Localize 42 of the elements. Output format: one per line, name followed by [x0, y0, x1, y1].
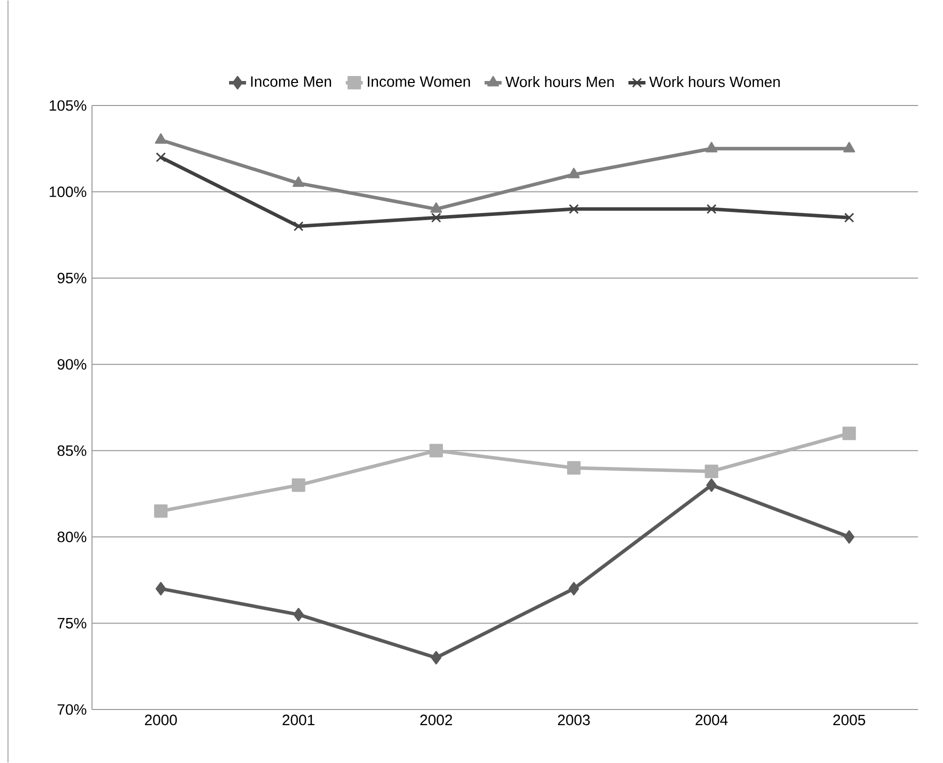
point: [568, 204, 579, 214]
point: [294, 221, 304, 232]
x-tick-label: 2005: [833, 714, 866, 726]
point: [844, 212, 854, 223]
x-tick-label: 2003: [558, 714, 590, 726]
y-tick-label: 100%: [50, 186, 86, 198]
x-tick-label: 2000: [144, 714, 177, 726]
point: [568, 168, 580, 178]
y-tick-label: 90%: [58, 359, 86, 370]
y-tick-label: 80%: [58, 532, 86, 542]
y-tick-label: 75%: [58, 618, 86, 628]
point: [567, 461, 581, 475]
point: [292, 478, 306, 492]
point: [293, 608, 304, 622]
point: [430, 202, 442, 213]
y-tick-label: 105%: [50, 100, 86, 111]
point: [431, 212, 442, 223]
point: [842, 426, 856, 440]
point: [430, 651, 442, 664]
point: [156, 152, 166, 162]
legend-label: Income Women: [368, 76, 470, 87]
legend-label: Work hours Men: [505, 76, 614, 88]
x-tick-label: 2001: [282, 714, 314, 726]
legend-label: Income Men: [251, 76, 332, 87]
y-tick-label: 85%: [58, 445, 86, 456]
point: [154, 504, 168, 518]
point: [568, 582, 580, 596]
point: [154, 133, 167, 144]
legend-label: Work hours Women: [649, 76, 780, 88]
point: [704, 464, 718, 478]
point: [156, 582, 166, 596]
point: [706, 142, 718, 152]
point: [843, 142, 856, 152]
x-tick-label: 2004: [696, 714, 728, 726]
point: [292, 176, 304, 187]
point: [429, 444, 443, 458]
x-tick-label: 2002: [420, 714, 452, 726]
point: [844, 530, 854, 544]
point: [706, 204, 716, 214]
y-tick-label: 70%: [58, 704, 86, 715]
point: [706, 478, 717, 492]
y-tick-label: 95%: [58, 272, 86, 284]
